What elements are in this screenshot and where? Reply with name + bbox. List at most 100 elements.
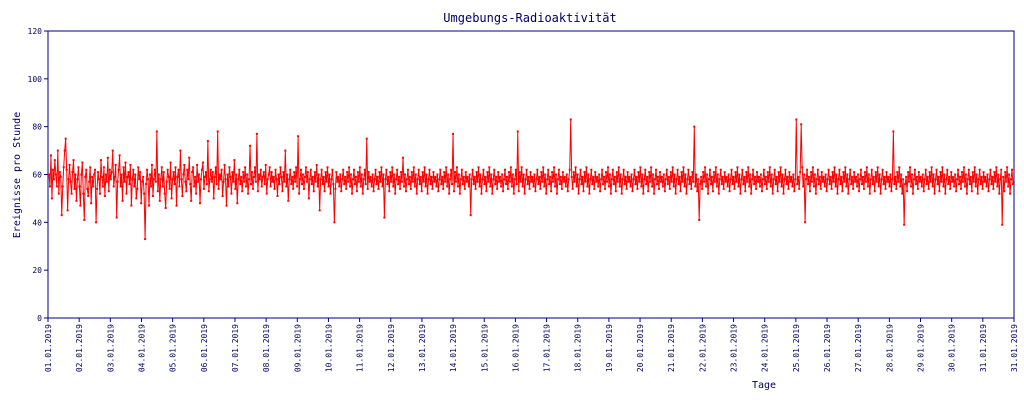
data-point	[684, 173, 687, 176]
data-point	[316, 185, 319, 188]
data-point	[70, 192, 73, 195]
data-point	[358, 166, 361, 169]
data-point	[523, 192, 526, 195]
data-point	[674, 192, 677, 195]
data-point	[504, 168, 507, 171]
data-point	[295, 166, 298, 169]
data-point	[191, 171, 194, 174]
data-point	[964, 173, 967, 176]
data-point	[862, 187, 865, 190]
data-point	[451, 183, 454, 186]
data-point	[518, 171, 521, 174]
data-point	[299, 178, 302, 181]
data-point	[261, 175, 264, 178]
data-point	[379, 180, 382, 183]
data-point	[50, 197, 53, 200]
data-point	[124, 161, 127, 164]
y-axis-label: Ereignisse pro Stunde	[12, 112, 23, 238]
data-point	[724, 180, 727, 183]
data-point	[921, 173, 924, 176]
data-point	[745, 171, 748, 174]
data-point	[520, 166, 523, 169]
data-point	[720, 183, 723, 186]
data-point	[235, 173, 238, 176]
data-point	[626, 171, 629, 174]
x-tick-label: 26.01.2019	[823, 324, 832, 372]
data-point	[128, 183, 131, 186]
data-point	[159, 178, 162, 181]
data-point	[902, 178, 905, 181]
data-point	[846, 173, 849, 176]
data-point	[401, 180, 404, 183]
data-point	[85, 168, 88, 171]
data-point	[711, 190, 714, 193]
data-point	[425, 173, 428, 176]
data-point	[57, 192, 60, 195]
data-point	[937, 175, 940, 178]
data-point	[241, 190, 244, 193]
data-point	[281, 190, 284, 193]
data-point	[354, 175, 357, 178]
data-point	[686, 178, 689, 181]
data-point	[548, 183, 551, 186]
data-point	[482, 168, 485, 171]
data-point	[641, 173, 644, 176]
data-point	[883, 175, 886, 178]
x-tick-label: 29.01.2019	[917, 324, 926, 372]
data-point	[972, 180, 975, 183]
data-point	[532, 185, 535, 188]
data-point	[552, 180, 555, 183]
data-point	[971, 171, 974, 174]
data-point	[290, 183, 293, 186]
data-point	[349, 185, 352, 188]
data-point	[798, 187, 801, 190]
data-point	[424, 185, 427, 188]
data-point	[372, 190, 375, 193]
data-point	[620, 192, 623, 195]
data-point	[311, 175, 314, 178]
data-point	[832, 180, 835, 183]
data-point	[84, 175, 87, 178]
data-point	[740, 178, 743, 181]
data-point	[896, 171, 899, 174]
data-point	[87, 195, 90, 198]
data-point	[301, 183, 304, 186]
data-point	[652, 173, 655, 176]
data-point	[289, 168, 292, 171]
data-point	[933, 192, 936, 195]
data-point	[584, 180, 587, 183]
data-point	[284, 149, 287, 152]
data-point	[248, 178, 251, 181]
data-point	[440, 183, 443, 186]
data-point	[826, 178, 829, 181]
data-point	[488, 166, 491, 169]
data-point	[514, 168, 517, 171]
data-point	[405, 178, 408, 181]
data-point	[606, 180, 608, 183]
data-point	[55, 185, 58, 188]
data-point	[646, 175, 649, 178]
data-point	[806, 168, 809, 171]
data-point	[277, 173, 280, 176]
data-point	[64, 137, 67, 140]
data-point	[539, 187, 542, 190]
data-point	[910, 173, 913, 176]
data-point	[669, 171, 672, 174]
data-point	[210, 180, 213, 183]
data-point	[246, 173, 249, 176]
data-point	[364, 183, 367, 186]
data-point	[404, 190, 407, 193]
data-point	[609, 192, 612, 195]
data-point	[844, 166, 847, 169]
data-point	[130, 204, 133, 207]
data-point	[418, 183, 421, 186]
data-point	[553, 166, 556, 169]
data-point	[265, 192, 268, 195]
data-point	[615, 171, 618, 174]
data-point	[605, 171, 608, 174]
data-point	[454, 171, 456, 174]
data-point	[66, 209, 69, 212]
data-point	[866, 185, 869, 188]
data-point	[383, 216, 386, 219]
data-point	[267, 173, 270, 176]
